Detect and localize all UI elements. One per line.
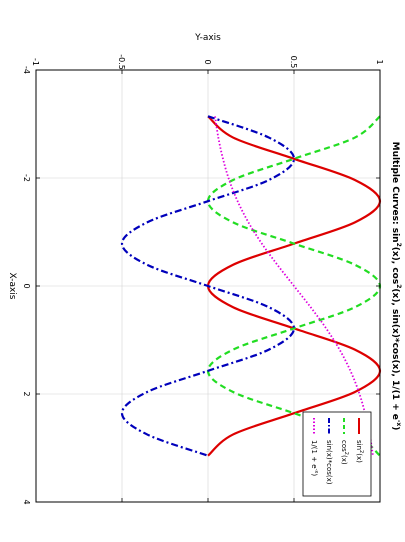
series-2 <box>120 115 296 457</box>
x-tick-label: 2 <box>22 391 31 396</box>
x-tick-label: -2 <box>22 174 31 182</box>
x-axis-label: X-axis <box>7 273 17 300</box>
y-axis-label: Y-axis <box>194 33 221 43</box>
y-tick-label: 0.5 <box>289 56 298 69</box>
x-tick-label: -4 <box>22 66 31 74</box>
y-tick-label: 0 <box>203 59 212 64</box>
legend: sin2(x) cos2(x) sin(x)*cos(x) 1/(1 + e-x) <box>302 411 372 497</box>
series-line <box>214 116 374 456</box>
series-3 <box>214 116 374 456</box>
legend-label: sin2(x) <box>355 440 364 463</box>
series-line <box>120 115 296 457</box>
x-tick-label: 4 <box>22 499 31 504</box>
y-tick-label: 1 <box>375 59 384 64</box>
legend-label: sin(x)*cos(x) <box>325 440 333 485</box>
y-tick-label: -1 <box>31 58 40 66</box>
y-tick-label: -0.5 <box>117 54 126 70</box>
x-tick-label: 0 <box>22 283 31 288</box>
chart-title: Multiple Curves: sin2(x), cos2(x), sin(x… <box>390 142 402 431</box>
legend-label: cos2(x) <box>340 440 349 465</box>
ticks: -1 -0.5 0 0.5 1 -4 -2 0 2 4 <box>22 54 384 504</box>
legend-label: 1/(1 + e-x) <box>310 440 319 476</box>
